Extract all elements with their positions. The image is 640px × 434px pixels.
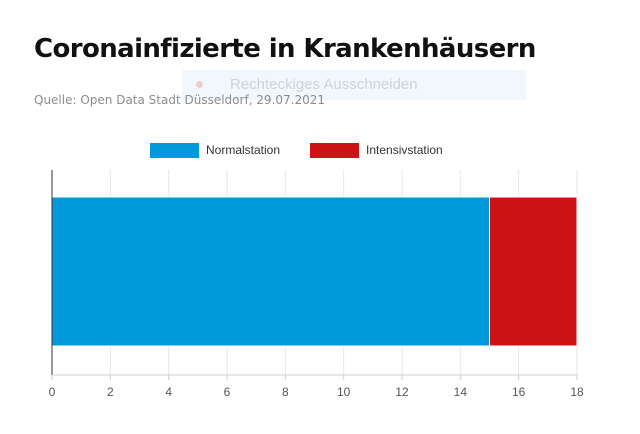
record-dot-icon [196, 81, 203, 88]
legend-swatch-intensivstation [310, 142, 359, 158]
chart-source: Quelle: Open Data Stadt Düsseldorf, 29.0… [34, 93, 326, 107]
chart-legend: Normalstation Intensivstation [0, 141, 640, 159]
page-title: Coronainfizierte in Krankenhäusern [34, 34, 536, 64]
x-tick-label-6: 6 [224, 385, 231, 399]
snip-tooltip-label: Rechteckiges Ausschneiden [230, 76, 418, 93]
legend-swatch-normalstation [150, 142, 199, 158]
x-tick-label-14: 14 [454, 385, 468, 399]
x-tick-label-12: 12 [395, 385, 409, 399]
x-tick-label-8: 8 [282, 385, 289, 399]
bar-intensivstation [489, 196, 578, 347]
x-tick-label-18: 18 [570, 385, 584, 399]
legend-label-intensivstation: Intensivstation [366, 143, 443, 157]
x-tick-label-16: 16 [512, 385, 526, 399]
snip-tooltip-overlay: Rechteckiges Ausschneiden [182, 70, 526, 100]
legend-item-normalstation[interactable]: Normalstation [150, 141, 280, 159]
x-tick-label-4: 4 [165, 385, 172, 399]
x-tick-label-0: 0 [49, 385, 56, 399]
legend-item-intensivstation[interactable]: Intensivstation [310, 141, 443, 159]
bar-normalstation [51, 196, 490, 347]
x-tick-label-10: 10 [337, 385, 351, 399]
legend-label-normalstation: Normalstation [206, 143, 281, 157]
x-tick-label-2: 2 [107, 385, 114, 399]
